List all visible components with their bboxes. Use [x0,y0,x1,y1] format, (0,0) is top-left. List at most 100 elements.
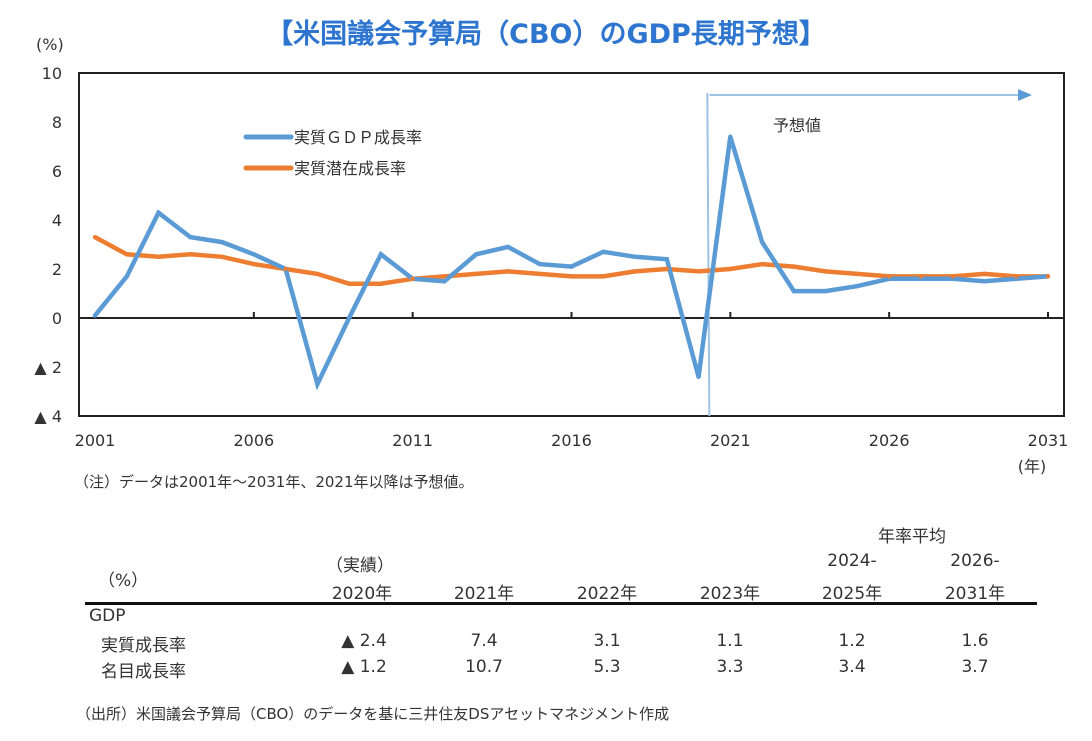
line-chart: 10 8 6 4 2 0 ▲ 2 ▲ 4 (%) 2001 2006 2011 2016 2021 2026… [34,35,1069,476]
plot-frame [78,72,1065,417]
data-point-s1-2010 [378,281,384,286]
legend-label-1: 実質潜在成長率 [294,159,406,178]
forecast-start-line [706,92,711,417]
data-point-s0-2018 [632,254,638,259]
table-header-rule [85,602,1037,605]
data-point-s0-2020 [696,374,701,379]
data-point-s0-2023 [791,288,797,294]
data-point-s1-2013 [474,271,479,277]
table-cell: 3.3 [716,657,744,677]
data-point-s1-2012 [442,274,447,279]
col-header-2026-2031-line2: 2031年 [944,584,1006,604]
forecast-label: 予想値 [773,116,821,135]
table-unit-label: （%） [98,571,149,591]
data-point-s0-2010 [378,252,384,257]
data-point-s1-2008 [315,271,320,277]
data-point-s1-2005 [219,254,225,259]
source-note: （出所）米国議会予算局（CBO）のデータを基に三井住友DSアセットマネジメント作… [76,705,670,723]
data-point-s1-2018 [632,269,638,274]
table-cell: 3.4 [838,657,866,677]
data-point-s1-2019 [664,266,669,272]
data-point-s1-2001 [92,234,98,240]
data-point-s0-2024 [823,288,828,294]
data-point-s1-2027 [918,274,924,279]
x-tick-label: 2031 [1028,431,1069,450]
table-cell: 3.7 [961,657,989,677]
row-label-nominal: 名目成長率 [101,662,186,682]
legend-label-0: 実質ＧＤＰ成長率 [294,128,422,147]
col-header-2024-2025-line1: 2024- [827,551,877,571]
data-point-s0-2021 [728,134,733,139]
col-header-2020: 2020年 [331,584,393,604]
data-point-s0-2001 [92,313,98,318]
data-point-s0-2016 [569,264,574,269]
row-label-real: 実質成長率 [101,636,186,656]
data-point-s1-2011 [410,276,415,281]
data-point-s1-2025 [855,271,860,277]
data-point-s1-2006 [251,261,257,267]
data-point-s1-2007 [283,266,288,272]
data-point-s0-2003 [156,210,161,215]
data-point-s1-2023 [791,264,797,269]
y-tick-label: 4 [52,211,62,230]
y-tick-label: 2 [52,260,62,279]
col-header-2026-2031-line1: 2026- [950,551,1000,571]
chart-note: （注）データは2001年～2031年、2021年以降は予想値。 [74,473,474,491]
y-tick-label: ▲ 2 [34,358,62,377]
x-tick-label: 2001 [75,431,116,450]
data-point-s1-2017 [601,274,606,279]
data-point-s1-2021 [728,266,733,272]
data-point-s0-2006 [251,252,257,257]
table-cell: 1.2 [838,631,866,651]
table-cell: ▲ 2.4 [341,631,387,651]
table-cell: 5.3 [593,657,621,677]
col-header-2022: 2022年 [576,584,638,604]
table-section-label: GDP [89,606,126,626]
data-point-s0-2019 [664,257,669,262]
table-group-header: 年率平均 [878,527,946,547]
x-tick-label: 2016 [551,431,592,450]
data-point-s1-2024 [823,269,828,274]
table-cell: 7.4 [470,631,498,651]
x-tick-label: 2021 [710,431,751,450]
data-point-s1-2014 [505,269,511,274]
data-point-s0-2025 [855,283,860,289]
table-cell: 1.1 [716,631,744,651]
data-point-s0-2015 [537,261,542,267]
x-tick-label: 2011 [392,431,433,450]
x-tick-label: 2006 [233,431,274,450]
data-point-s0-2029 [982,279,987,284]
y-tick-label: 6 [52,162,62,181]
data-point-s1-2031 [1045,274,1051,279]
table-cell: ▲ 1.2 [341,657,387,677]
data-point-s1-2028 [950,274,955,279]
col-header-2023: 2023年 [699,584,761,604]
data-point-s1-2004 [188,252,193,257]
forecast-arrow-head [1018,89,1032,101]
table-cell: 10.7 [465,657,503,677]
data-point-s0-2004 [188,234,193,240]
y-tick-label: 8 [52,113,62,132]
table-cell: 1.6 [961,631,989,651]
y-tick-label: 10 [42,64,62,83]
data-point-s0-2002 [124,274,129,279]
x-axis-unit: (年) [1018,457,1047,476]
data-point-s1-2015 [537,271,542,277]
table-actual-label: （実績） [326,556,394,576]
data-point-s1-2016 [569,274,574,279]
col-header-2021: 2021年 [453,584,515,604]
data-point-s0-2017 [601,249,606,255]
y-tick-label: ▲ 4 [34,407,62,426]
y-tick-label: 0 [52,309,62,328]
table-cell: 3.1 [593,631,621,651]
x-tick-label: 2026 [869,431,910,450]
chart-title: 【米国議会予算局（CBO）のGDP長期予想】 [266,19,826,50]
data-point-s1-2009 [346,281,352,286]
data-point-s0-2012 [442,279,447,284]
y-axis-unit: (%) [36,35,64,54]
data-point-s1-2003 [156,254,161,259]
data-point-s1-2002 [124,252,129,257]
data-point-s1-2030 [1014,274,1019,279]
data-point-s1-2026 [886,274,892,279]
data-point-s0-2013 [474,252,479,257]
